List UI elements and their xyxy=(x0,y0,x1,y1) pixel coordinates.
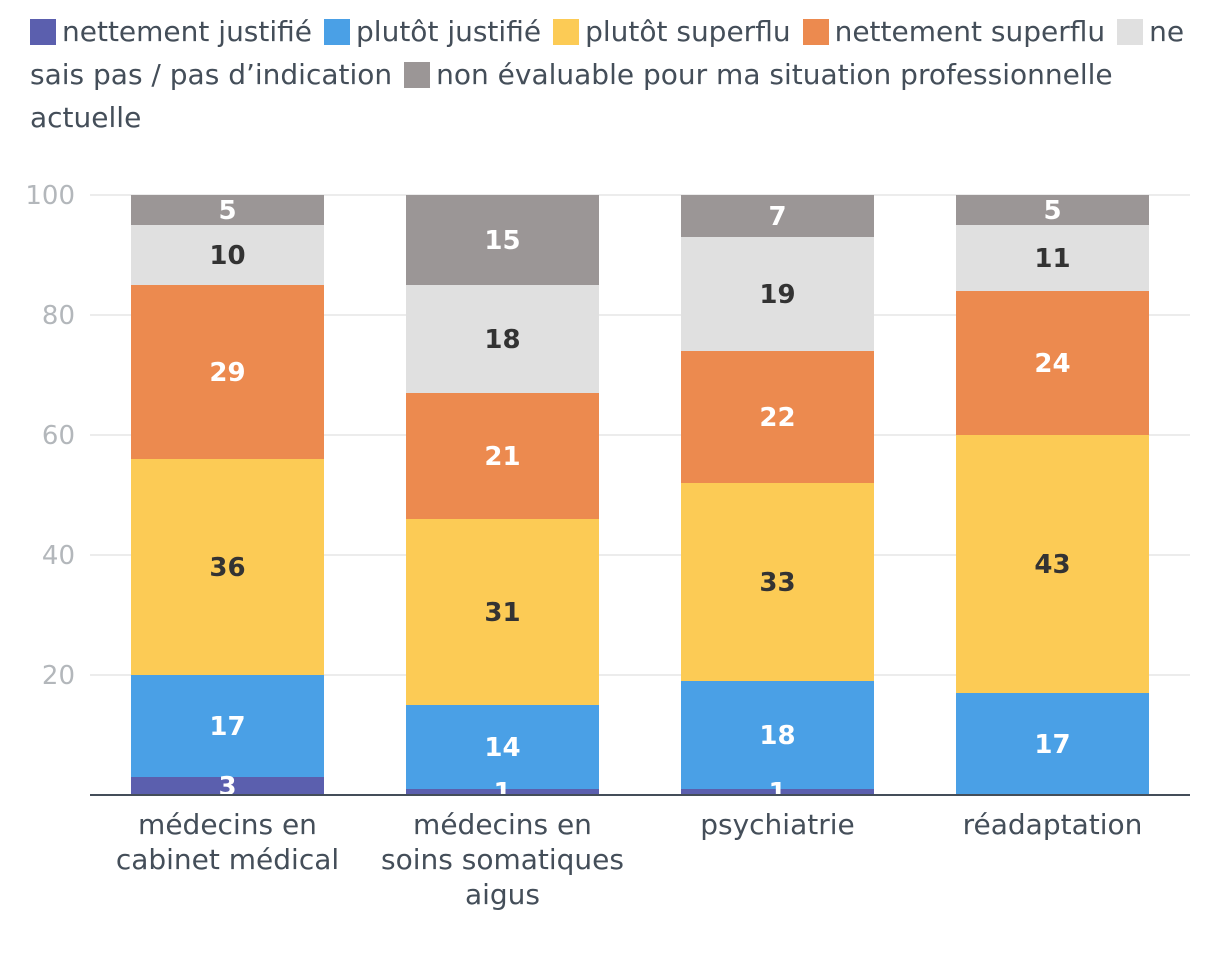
legend-item[interactable]: non évaluable pour ma situation professi… xyxy=(30,58,1113,134)
x-category-label-line: réadaptation xyxy=(963,808,1143,841)
data-label: 21 xyxy=(484,442,520,472)
legend-label: non évaluable pour ma situation professi… xyxy=(30,58,1113,134)
x-category-label-line: aigus xyxy=(465,878,540,911)
legend-item[interactable]: ne sais pas / pas d’indication xyxy=(30,15,1184,91)
legend-swatch xyxy=(30,19,56,45)
bar-segment xyxy=(681,483,874,681)
data-label: 10 xyxy=(209,241,245,271)
bar-segment xyxy=(956,225,1149,291)
bar-segment xyxy=(131,195,324,225)
data-label: 36 xyxy=(209,553,245,583)
x-category-label-line: médecins en xyxy=(138,808,317,841)
x-category-label: médecins en cabinet médical xyxy=(116,808,339,876)
bar-segment xyxy=(956,435,1149,693)
data-label: 5 xyxy=(218,196,236,226)
x-category-label: médecins en soins somatiques aigus xyxy=(381,808,624,911)
bar-segment xyxy=(681,195,874,237)
bar-segment xyxy=(131,459,324,675)
data-label: 43 xyxy=(1034,550,1070,580)
legend-label: plutôt superflu xyxy=(585,15,791,48)
bar-segment xyxy=(681,237,874,351)
data-label: 11 xyxy=(1034,244,1070,274)
data-label: 14 xyxy=(484,733,520,763)
data-label: 18 xyxy=(484,325,520,355)
data-label: 3 xyxy=(218,772,236,802)
bar-segment xyxy=(131,777,324,795)
data-label: 5 xyxy=(1043,196,1061,226)
bar-segment xyxy=(406,789,599,795)
bar-segment xyxy=(131,225,324,285)
x-category-label-line: psychiatrie xyxy=(700,808,855,841)
data-label: 29 xyxy=(209,358,245,388)
legend-label: ne sais pas / pas d’indication xyxy=(30,15,1185,91)
bar-segment xyxy=(406,285,599,393)
bar-segment xyxy=(131,675,324,777)
legend-item[interactable]: nettement superflu xyxy=(802,15,1106,48)
y-tick-label: 20 xyxy=(42,661,75,691)
legend-item[interactable]: plutôt superflu xyxy=(553,15,791,48)
data-label: 17 xyxy=(209,712,245,742)
bar-segment xyxy=(956,195,1149,225)
data-label: 7 xyxy=(768,202,786,232)
data-label: 22 xyxy=(759,403,795,433)
bar-segment xyxy=(406,393,599,519)
x-category-label-line: soins somatiques xyxy=(381,843,624,876)
y-tick-label: 60 xyxy=(42,421,75,451)
data-label: 17 xyxy=(1034,730,1070,760)
data-label: 19 xyxy=(759,280,795,310)
x-category-label: psychiatrie xyxy=(700,808,855,841)
bar-segment xyxy=(406,519,599,705)
bar-segment xyxy=(956,693,1149,795)
legend-swatch xyxy=(802,19,829,45)
bar-segment xyxy=(681,789,874,795)
data-label: 15 xyxy=(484,226,520,256)
bar-segment xyxy=(406,195,599,285)
data-label: 33 xyxy=(759,568,795,598)
legend-swatch xyxy=(1117,19,1144,45)
bar-segment xyxy=(956,291,1149,435)
data-label: 31 xyxy=(484,598,520,628)
chart-legend: nettement justifié plutôt justifié plutôt … xyxy=(30,10,1200,139)
legend-swatch xyxy=(324,19,351,45)
data-label: 18 xyxy=(759,721,795,751)
bar-segment xyxy=(681,351,874,483)
x-category-label-line: cabinet médical xyxy=(116,843,339,876)
legend-item[interactable]: plutôt justifié xyxy=(324,15,541,48)
data-label: 1 xyxy=(493,778,511,808)
y-tick-label: 40 xyxy=(42,541,75,571)
bar-segment xyxy=(131,285,324,459)
y-tick-label: 100 xyxy=(25,181,75,211)
legend-label: plutôt justifié xyxy=(356,15,542,48)
legend-item[interactable]: nettement justifié xyxy=(30,15,312,48)
legend-label: nettement superflu xyxy=(834,15,1106,48)
legend-swatch xyxy=(553,19,580,45)
data-label: 1 xyxy=(768,778,786,808)
bar-segment xyxy=(406,705,599,789)
data-label: 24 xyxy=(1034,349,1070,379)
y-tick-label: 80 xyxy=(42,301,75,331)
x-category-label: réadaptation xyxy=(963,808,1143,841)
legend-label: nettement justifié xyxy=(62,15,313,48)
x-category-label-line: médecins en xyxy=(413,808,592,841)
bar-segment xyxy=(681,681,874,789)
legend-swatch xyxy=(404,62,431,88)
